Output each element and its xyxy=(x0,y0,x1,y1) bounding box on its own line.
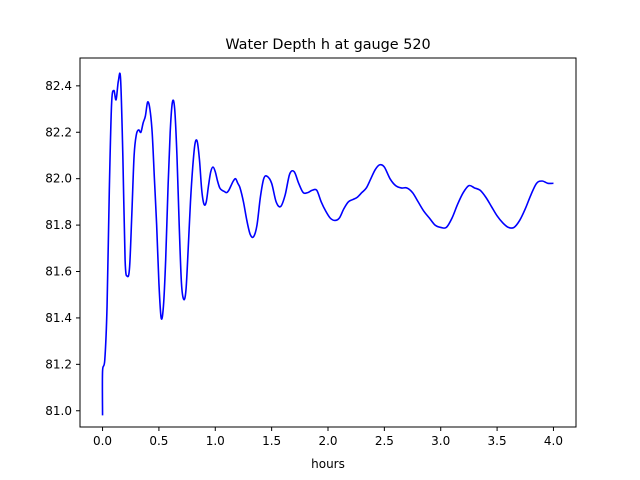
y-tick-label: 81.4 xyxy=(45,311,72,325)
x-axis-label: hours xyxy=(311,457,345,471)
x-tick-label: 1.5 xyxy=(262,434,281,448)
series-line-water-depth xyxy=(101,72,554,416)
y-tick-label: 81.8 xyxy=(45,218,72,232)
chart-title: Water Depth h at gauge 520 xyxy=(225,37,430,53)
x-axis: 0.0 0.5 1.0 1.5 2.0 2.5 3.0 3.5 4.0 xyxy=(93,427,563,448)
y-tick-label: 82.4 xyxy=(45,79,72,93)
x-tick-label: 0.5 xyxy=(149,434,168,448)
x-tick-label: 2.5 xyxy=(375,434,394,448)
x-tick-label: 4.0 xyxy=(544,434,563,448)
x-tick-label: 3.5 xyxy=(488,434,507,448)
y-tick-label: 82.2 xyxy=(45,125,72,139)
y-tick-label: 81.6 xyxy=(45,265,72,279)
y-tick-label: 82.0 xyxy=(45,172,72,186)
x-tick-label: 1.0 xyxy=(206,434,225,448)
x-tick-label: 2.0 xyxy=(318,434,337,448)
series-layer xyxy=(101,72,554,416)
plot-area: 0.0 0.5 1.0 1.5 2.0 2.5 3.0 3.5 4.0 81.0 81.2 81.4… xyxy=(45,57,577,448)
x-tick-label: 3.0 xyxy=(431,434,450,448)
y-tick-label: 81.2 xyxy=(45,357,72,371)
y-tick-label: 81.0 xyxy=(45,404,72,418)
y-axis: 81.0 81.2 81.4 81.6 81.8 82.0 82.2 82.4 xyxy=(45,79,80,418)
x-tick-label: 0.0 xyxy=(93,434,112,448)
